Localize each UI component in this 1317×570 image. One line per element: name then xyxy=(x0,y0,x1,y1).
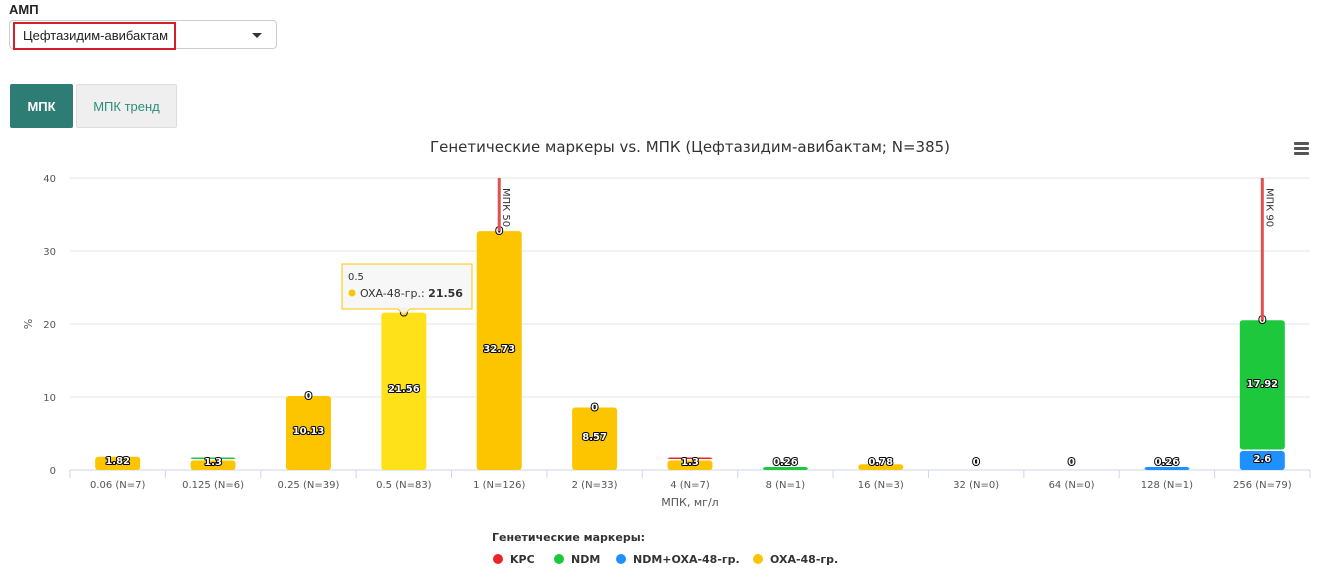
x-tick-label: 4 (N=7) xyxy=(670,480,710,491)
x-tick-label: 0.06 (N=7) xyxy=(90,480,146,491)
data-label: 1.3 xyxy=(681,457,699,468)
x-tick-label: 64 (N=0) xyxy=(1049,480,1095,491)
amp-select[interactable]: Цефтазидим-авибактам xyxy=(9,20,277,50)
x-tick-label: 16 (N=3) xyxy=(858,480,904,491)
bar-ndm-oxa-48-гр- xyxy=(1239,451,1285,470)
amp-select-value: Цефтазидим-авибактам xyxy=(13,22,176,50)
y-tick-label: 0 xyxy=(50,466,56,477)
bar-kpc xyxy=(667,457,713,460)
legend-item: KPC xyxy=(510,553,535,566)
y-tick-label: 30 xyxy=(43,247,56,258)
tooltip-series: OXA-48-гр.: 21.56 xyxy=(360,287,463,300)
bar-oxa-48-гр- xyxy=(858,464,904,470)
legend-marker xyxy=(493,554,503,564)
legend-marker xyxy=(616,554,626,564)
y-tick-label: 20 xyxy=(43,320,56,331)
bar-oxa-48-гр- xyxy=(381,312,427,470)
x-tick-label: 0.5 (N=83) xyxy=(376,480,432,491)
data-label: 0 xyxy=(973,457,980,468)
data-label: 17.92 xyxy=(1246,379,1278,390)
data-label: 10.13 xyxy=(293,426,325,437)
x-tick-label: 128 (N=1) xyxy=(1141,480,1193,491)
bar-ndm xyxy=(1239,320,1285,450)
data-label: 0.26 xyxy=(1155,457,1180,468)
data-label: 1.3 xyxy=(204,457,222,468)
bar-ndm xyxy=(762,467,808,470)
tooltip-header: 0.5 xyxy=(348,272,364,283)
data-label: 32.73 xyxy=(483,344,515,355)
legend-item: NDM+OXA-48-гр. xyxy=(633,553,740,566)
x-tick-label: 8 (N=1) xyxy=(766,480,806,491)
data-label: 21.56 xyxy=(388,384,420,395)
total-label: 0 xyxy=(591,402,598,413)
x-tick-label: 2 (N=33) xyxy=(572,480,618,491)
legend-marker xyxy=(753,554,763,564)
tooltip-marker xyxy=(348,289,356,297)
tab-mpk[interactable]: МПК xyxy=(10,84,73,128)
bar-ndm xyxy=(190,457,236,460)
x-tick-label: 256 (N=79) xyxy=(1233,480,1292,491)
y-tick-label: 10 xyxy=(43,393,56,404)
amp-label: АМП xyxy=(9,2,39,17)
total-label: 0 xyxy=(1259,315,1266,326)
bar-oxa-48-гр- xyxy=(95,456,141,470)
data-label: 1.82 xyxy=(105,456,130,467)
x-tick-label: 0.125 (N=6) xyxy=(182,480,244,491)
x-axis-label: МПК, мг/л xyxy=(661,496,718,509)
hamburger-menu-icon[interactable] xyxy=(1294,142,1309,157)
plot-line-label: МПК 90 xyxy=(1263,188,1274,227)
bar-oxa-48-гр- xyxy=(476,231,522,470)
legend-item: NDM xyxy=(571,553,600,566)
chart-title: Генетические маркеры vs. МПК (Цефтазидим… xyxy=(430,138,950,156)
chevron-down-icon[interactable] xyxy=(252,33,262,38)
data-label: 0.26 xyxy=(773,457,798,468)
data-label: 2.6 xyxy=(1253,454,1271,465)
total-label: 0 xyxy=(496,226,503,237)
bar-oxa-48-гр- xyxy=(667,460,713,470)
legend-title: Генетические маркеры: xyxy=(492,531,645,544)
tab-mpk-trend[interactable]: МПК тренд xyxy=(76,84,177,128)
y-tick-label: 40 xyxy=(43,174,56,185)
legend-marker xyxy=(554,554,564,564)
x-tick-label: 1 (N=126) xyxy=(473,480,525,491)
total-label: 0 xyxy=(305,391,312,402)
bar-ndm-oxa-48-гр- xyxy=(1144,467,1190,470)
plot-line-label: МПК 50 xyxy=(500,188,511,227)
y-axis-label: % xyxy=(22,319,35,329)
x-tick-label: 32 (N=0) xyxy=(953,480,999,491)
data-label: 8.57 xyxy=(582,432,607,443)
data-label: 0.78 xyxy=(868,457,893,468)
bar-oxa-48-гр- xyxy=(285,396,331,470)
bar-oxa-48-гр- xyxy=(572,407,618,470)
bar-oxa-48-гр- xyxy=(190,460,236,470)
tooltip-box xyxy=(341,263,473,316)
data-label: 0 xyxy=(1068,457,1075,468)
x-tick-label: 0.25 (N=39) xyxy=(278,480,340,491)
legend-item: OXA-48-гр. xyxy=(770,553,838,566)
